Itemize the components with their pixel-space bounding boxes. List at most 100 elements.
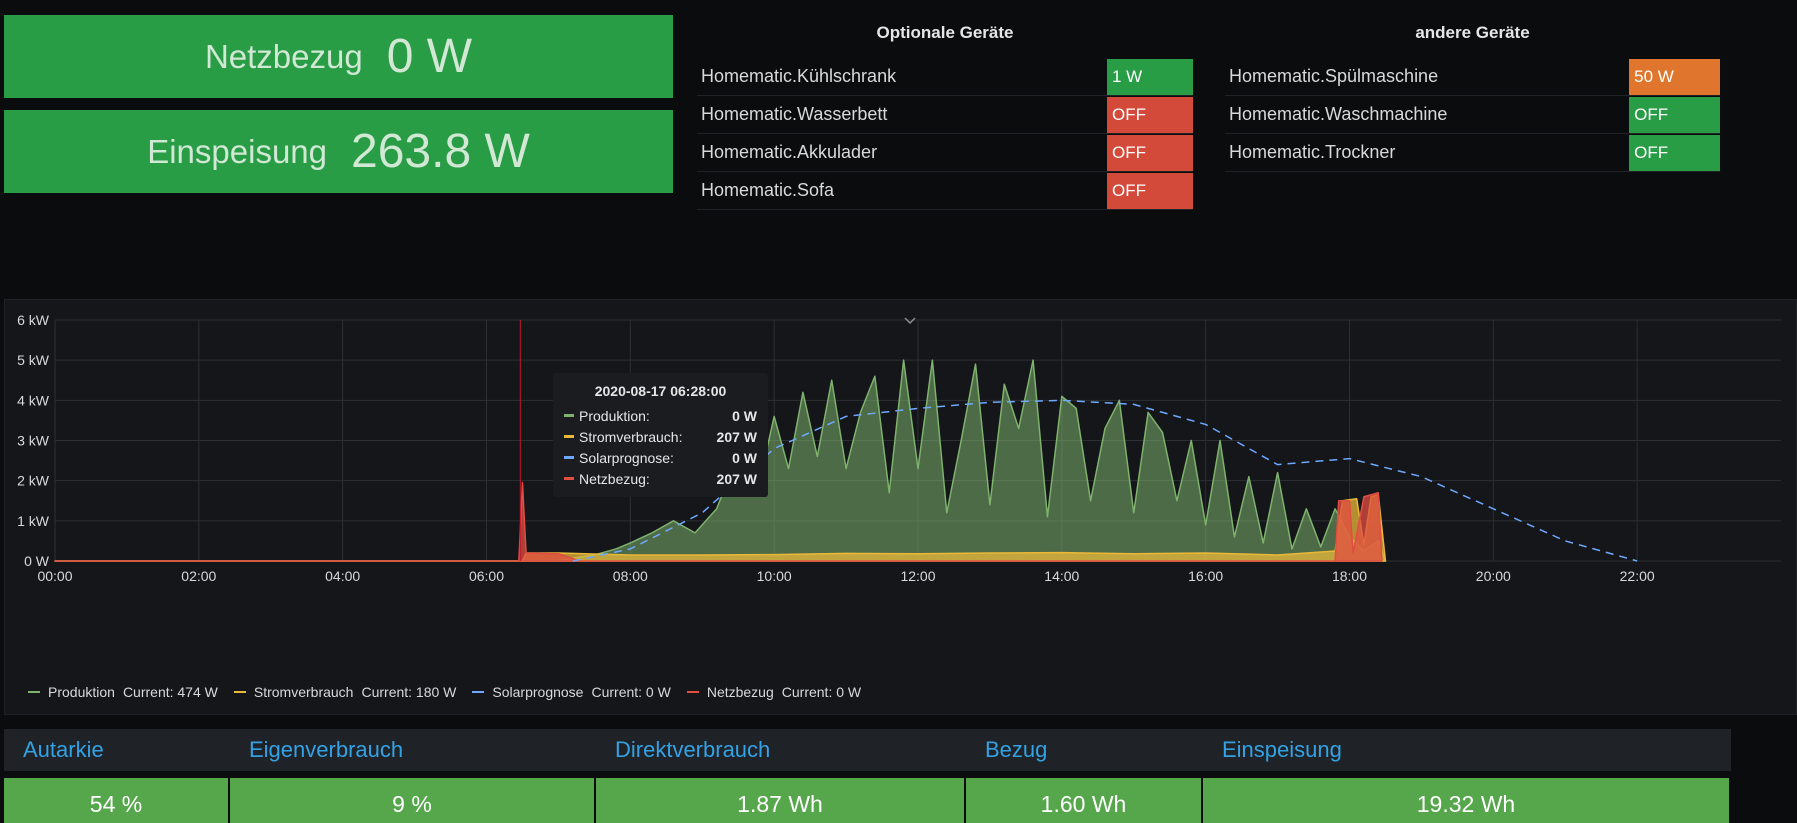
tooltip-series-name: Solarprognose:: [579, 449, 674, 466]
optional-devices-table: Optionale Geräte Homematic.Kühlschrank 1 …: [697, 20, 1193, 210]
einspeisung-stat: Einspeisung 263.8 W: [4, 110, 673, 193]
legend-series-name: Solarprognose: [492, 684, 584, 700]
series-netzbezug: [54, 481, 1383, 562]
panel-menu-chevron-icon[interactable]: [904, 312, 916, 325]
device-status-badge: OFF: [1629, 96, 1720, 133]
y-tick-label: 5 kW: [17, 352, 50, 368]
device-name: Homematic.Trockner: [1229, 142, 1396, 162]
other-devices-title: andere Geräte: [1415, 23, 1530, 42]
legend-swatch: [472, 691, 485, 693]
device-name: Homematic.Akkulader: [701, 142, 878, 162]
legend-series-name: Produktion: [48, 684, 115, 700]
netzbezug-label: Netzbezug: [204, 37, 363, 75]
device-name: Homematic.Wasserbett: [701, 104, 888, 124]
x-tick-label: 02:00: [181, 568, 216, 584]
legend-current-value: Current: 0 W: [591, 684, 671, 700]
legend-series-name: Netzbezug: [706, 684, 774, 700]
chart-tooltip: 2020-08-17 06:28:00 Produktion: 0 W Stromv…: [553, 373, 768, 497]
device-status-badge: OFF: [1107, 134, 1193, 171]
device-status-badge: 1 W: [1107, 58, 1193, 95]
device-row: Homematic.Spülmaschine 50 W: [1225, 58, 1720, 96]
device-row: Homematic.Kühlschrank 1 W: [697, 58, 1193, 96]
x-tick-label: 22:00: [1620, 568, 1655, 584]
y-tick-label: 2 kW: [17, 473, 50, 489]
summary-value-row: 54 % 9 % 1.87 Wh 1.60 Wh 19.32 Wh: [4, 778, 1731, 823]
tooltip-series-value: 207 W: [716, 428, 757, 445]
summary-value: 54 %: [4, 778, 230, 823]
netzbezug-value: 0 W: [386, 30, 473, 83]
device-status-badge: OFF: [1629, 134, 1720, 171]
tooltip-series-value: 0 W: [732, 407, 757, 424]
power-chart[interactable]: 0 W 1 kW 2 kW 3 kW 4 kW 5 kW 6 kW 00:00 02:00 04:…: [5, 300, 1797, 716]
summary-header: Direktverbrauch: [615, 737, 771, 762]
device-status-badge: OFF: [1107, 96, 1193, 133]
x-tick-label: 20:00: [1476, 568, 1511, 584]
x-tick-label: 04:00: [325, 568, 360, 584]
tooltip-row: Stromverbrauch: 207 W: [564, 426, 757, 447]
einspeisung-value: 263.8 W: [351, 125, 530, 178]
summary-header: Eigenverbrauch: [249, 737, 404, 762]
tooltip-series-value: 207 W: [716, 470, 757, 487]
x-tick-label: 14:00: [1044, 568, 1079, 584]
tooltip-series-name: Stromverbrauch:: [579, 428, 683, 445]
x-tick-label: 12:00: [900, 568, 935, 584]
device-name: Homematic.Kühlschrank: [701, 66, 897, 86]
tooltip-swatch: [564, 435, 574, 438]
summary-value: 1.87 Wh: [596, 778, 966, 823]
device-name: Homematic.Waschmachine: [1229, 104, 1448, 124]
power-chart-panel[interactable]: 0 W 1 kW 2 kW 3 kW 4 kW 5 kW 6 kW 00:00 02:00 04:…: [4, 299, 1797, 715]
chart-legend: Produktion Current: 474 W Stromverbrauch Cu…: [28, 684, 877, 700]
device-row: Homematic.Trockner OFF: [1225, 134, 1720, 172]
tooltip-series-name: Produktion:: [579, 407, 650, 424]
tooltip-swatch: [564, 456, 574, 459]
device-row: Homematic.Wasserbett OFF: [697, 96, 1193, 134]
device-status-badge: OFF: [1107, 172, 1193, 209]
legend-item[interactable]: Produktion Current: 474 W: [28, 684, 218, 700]
summary-header: Bezug: [985, 737, 1048, 762]
summary-header: Einspeisung: [1222, 737, 1342, 762]
x-tick-label: 06:00: [469, 568, 504, 584]
x-tick-label: 18:00: [1332, 568, 1367, 584]
device-status-badge: 50 W: [1629, 58, 1720, 95]
summary-value: 19.32 Wh: [1203, 778, 1731, 823]
x-tick-label: 10:00: [757, 568, 792, 584]
summary-header-row: Autarkie Eigenverbrauch Direktverbrauch Bez…: [4, 729, 1731, 771]
x-tick-label: 00:00: [37, 568, 72, 584]
device-row: Homematic.Akkulader OFF: [697, 134, 1193, 172]
legend-series-name: Stromverbrauch: [253, 684, 354, 700]
tooltip-title: 2020-08-17 06:28:00: [594, 383, 727, 399]
legend-item[interactable]: Netzbezug Current: 0 W: [686, 684, 862, 700]
device-name: Homematic.Sofa: [701, 180, 835, 200]
optional-devices-title: Optionale Geräte: [876, 23, 1014, 42]
einspeisung-label: Einspeisung: [147, 132, 328, 170]
legend-swatch: [686, 691, 699, 693]
y-tick-label: 1 kW: [17, 513, 50, 529]
summary-table: Autarkie Eigenverbrauch Direktverbrauch Bez…: [4, 729, 1731, 823]
y-tick-label: 0 W: [24, 553, 50, 569]
y-tick-label: 3 kW: [17, 433, 50, 449]
tooltip-series-value: 0 W: [732, 449, 757, 466]
summary-value: 1.60 Wh: [966, 778, 1203, 823]
summary-header: Autarkie: [23, 737, 104, 762]
x-tick-label: 16:00: [1188, 568, 1223, 584]
tooltip-swatch: [564, 414, 574, 417]
tooltip-swatch: [564, 477, 574, 480]
legend-item[interactable]: Stromverbrauch Current: 180 W: [233, 684, 457, 700]
y-tick-label: 6 kW: [17, 312, 50, 328]
device-row: Homematic.Waschmachine OFF: [1225, 96, 1720, 134]
y-tick-label: 4 kW: [17, 392, 50, 408]
tooltip-row: Netzbezug: 207 W: [564, 468, 757, 489]
legend-swatch: [233, 691, 246, 693]
summary-value: 9 %: [230, 778, 596, 823]
legend-current-value: Current: 474 W: [122, 684, 218, 700]
legend-item[interactable]: Solarprognose Current: 0 W: [472, 684, 671, 700]
device-name: Homematic.Spülmaschine: [1229, 66, 1439, 86]
device-row: Homematic.Sofa OFF: [697, 172, 1193, 210]
legend-swatch: [28, 691, 40, 693]
legend-current-value: Current: 0 W: [781, 684, 862, 700]
tooltip-row: Produktion: 0 W: [564, 405, 757, 426]
legend-current-value: Current: 180 W: [361, 684, 457, 700]
tooltip-series-name: Netzbezug:: [579, 470, 650, 487]
other-devices-table: andere Geräte Homematic.Spülmaschine 50 W…: [1225, 20, 1720, 172]
tooltip-row: Solarprognose: 0 W: [564, 447, 757, 468]
